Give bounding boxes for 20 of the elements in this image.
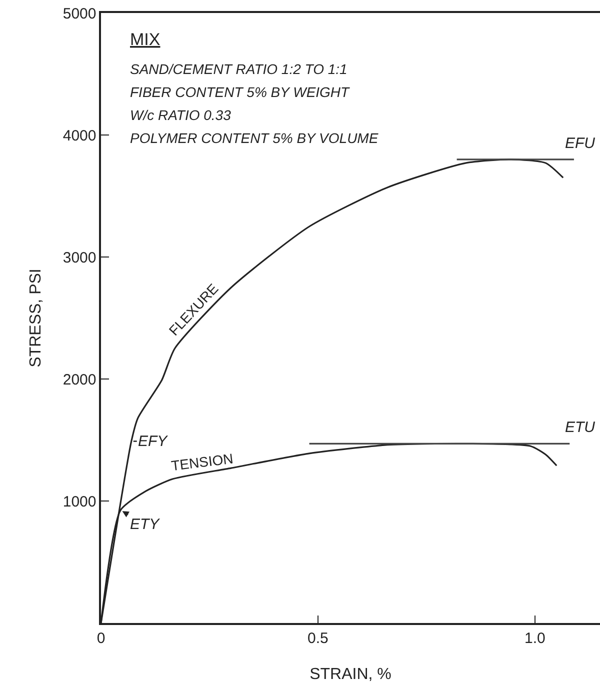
x-tick-label: 0 — [96, 630, 106, 647]
y-axis-title: STRESS, PSI — [27, 268, 44, 368]
y-tick-label: 3000 — [62, 249, 96, 266]
annotation: SAND/CEMENT RATIO 1:2 TO 1:1 — [130, 61, 348, 77]
annotation: EFY — [138, 433, 168, 450]
y-tick-label: 4000 — [62, 127, 96, 144]
annotation: POLYMER CONTENT 5% BY VOLUME — [130, 130, 379, 146]
y-tick-label: 5000 — [62, 5, 96, 22]
y-tick-label: 1000 — [62, 493, 96, 510]
annotation: EFU — [565, 135, 596, 152]
annotation: ETU — [565, 419, 596, 436]
y-tick-label: 2000 — [62, 371, 96, 388]
annotation: ETY — [130, 516, 160, 533]
text: TENSION — [170, 450, 234, 474]
x-axis-title: STRAIN, % — [310, 666, 392, 683]
annotation: FIBER CONTENT 5% BY WEIGHT — [130, 84, 351, 100]
annotation: MIX — [130, 30, 160, 49]
annotation: W/c RATIO 0.33 — [130, 107, 232, 123]
x-tick-label: 1.0 — [524, 630, 546, 647]
x-tick-label: 0.5 — [308, 630, 328, 647]
